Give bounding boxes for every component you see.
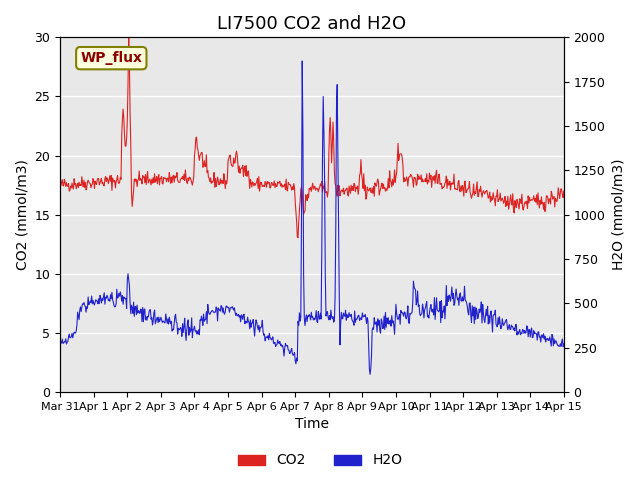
Line: CO2: CO2 (60, 38, 564, 238)
Text: WP_flux: WP_flux (80, 51, 142, 65)
Y-axis label: CO2 (mmol/m3): CO2 (mmol/m3) (15, 159, 29, 270)
X-axis label: Time: Time (295, 418, 329, 432)
Title: LI7500 CO2 and H2O: LI7500 CO2 and H2O (218, 15, 406, 33)
Y-axis label: H2O (mmol/m3): H2O (mmol/m3) (611, 159, 625, 270)
Legend: CO2, H2O: CO2, H2O (232, 448, 408, 473)
Line: H2O: H2O (60, 61, 564, 374)
